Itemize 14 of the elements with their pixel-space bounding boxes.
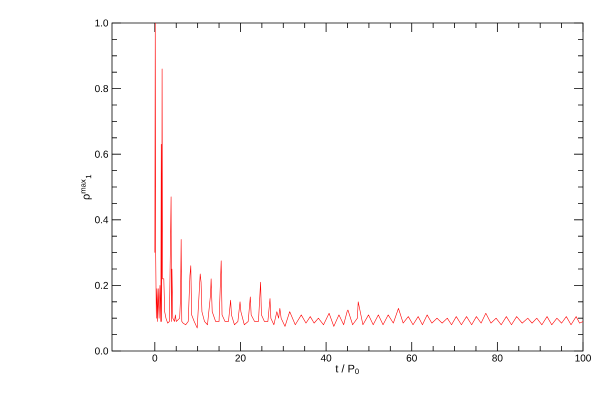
x-tick-label: 40 <box>320 354 332 362</box>
x-tick-label: 20 <box>235 354 246 362</box>
x-tick-label: 100 <box>575 354 591 362</box>
y-tick-label: 0.2 <box>95 282 108 289</box>
y-tick-label: 0.6 <box>95 150 108 158</box>
y-tick-label: 1.0 <box>95 19 108 27</box>
x-tick-label: 60 <box>406 354 417 362</box>
x-tick-label: 0 <box>152 354 158 362</box>
line-series <box>154 22 584 328</box>
y-tick-label: 0.8 <box>95 85 108 92</box>
y-tick-label: 0.4 <box>95 216 108 224</box>
x-axis-title: t / P$_{0}$ <box>336 364 359 374</box>
x-tick-label: 80 <box>492 354 503 362</box>
y-tick-label: 0.0 <box>95 347 108 355</box>
